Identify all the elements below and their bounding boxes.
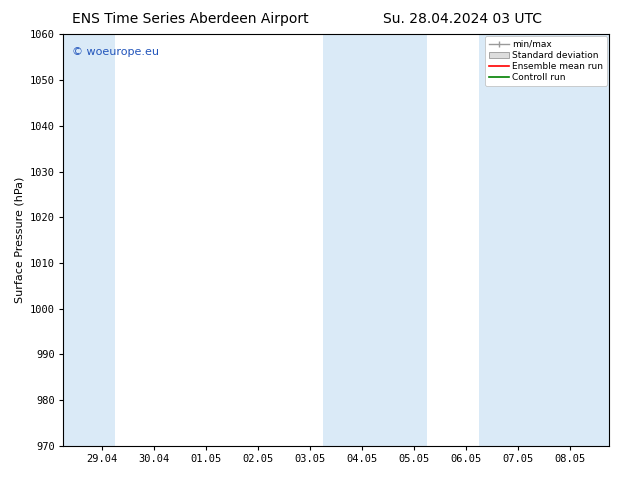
Legend: min/max, Standard deviation, Ensemble mean run, Controll run: min/max, Standard deviation, Ensemble me…	[485, 36, 607, 86]
Text: © woeurope.eu: © woeurope.eu	[72, 47, 158, 57]
Text: Su. 28.04.2024 03 UTC: Su. 28.04.2024 03 UTC	[384, 12, 542, 26]
Bar	[323, 34, 427, 446]
Bar	[479, 34, 609, 446]
Text: ENS Time Series Aberdeen Airport: ENS Time Series Aberdeen Airport	[72, 12, 309, 26]
Bar	[63, 34, 115, 446]
Y-axis label: Surface Pressure (hPa): Surface Pressure (hPa)	[15, 177, 25, 303]
